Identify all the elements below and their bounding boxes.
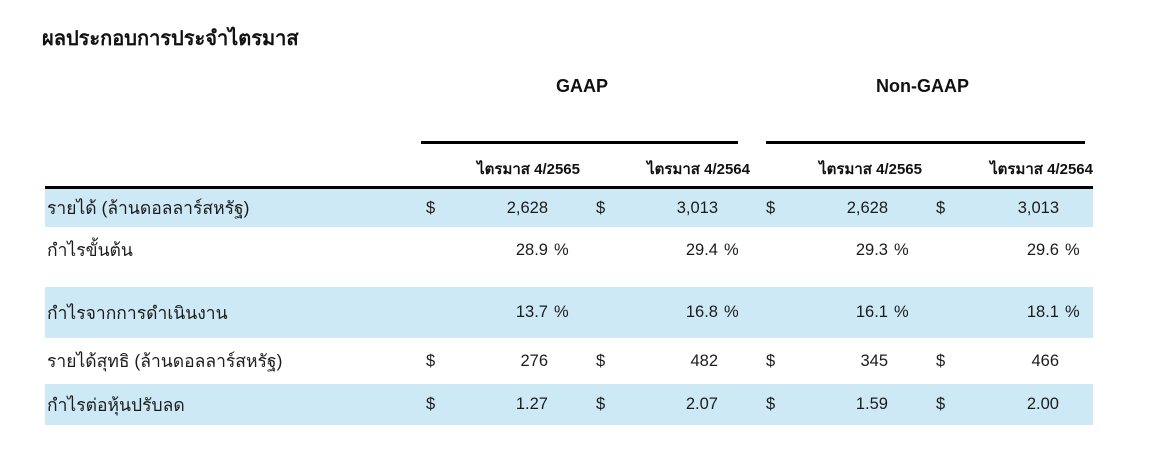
currency-symbol: $: [426, 198, 436, 217]
currency-symbol: $: [936, 395, 946, 413]
currency-symbol: $: [936, 198, 946, 217]
value-cell: 13.7%: [414, 303, 584, 322]
currency-symbol: $: [766, 395, 776, 413]
cell-value: 2,628: [506, 198, 548, 217]
unit-suffix: %: [894, 303, 909, 321]
value-cell: $2,628: [754, 199, 924, 218]
value-cell: $2.07: [584, 395, 754, 414]
cell-value: 2.00: [1026, 395, 1059, 413]
row-label: กำไรจากการดำเนินงาน: [47, 302, 228, 323]
row-label: รายได้สุทธิ (ล้านดอลลาร์สหรัฐ): [47, 351, 283, 371]
unit-suffix: %: [1065, 240, 1080, 259]
cell-value: 1.27: [515, 395, 548, 413]
unit-suffix: [888, 352, 924, 371]
cell-value: 466: [1031, 351, 1059, 370]
unit-suffix: [718, 352, 754, 371]
cell-value: 13.7: [515, 303, 548, 321]
cell-value: 345: [860, 351, 888, 370]
unit-suffix: %: [894, 240, 909, 259]
column-header-gaap-q4-2564: ไตรมาส 4/2564: [647, 161, 750, 178]
unit-suffix: [548, 199, 584, 218]
unit-suffix: %: [554, 303, 569, 321]
unit-suffix: [718, 199, 754, 218]
value-cell: 28.9%: [414, 241, 584, 260]
column-header-non-gaap-q4-2564: ไตรมาส 4/2564: [990, 161, 1093, 178]
cell-value: 3,013: [676, 198, 718, 217]
cell-value: 29.6: [1026, 240, 1059, 259]
unit-suffix: %: [724, 240, 739, 259]
unit-suffix: [1059, 395, 1095, 414]
column-group-header-non-gaap: Non-GAAP: [876, 76, 969, 96]
currency-symbol: $: [766, 351, 776, 370]
cell-value: 29.4: [685, 240, 718, 259]
unit-suffix: [1059, 352, 1095, 371]
value-cell: $482: [584, 352, 754, 371]
cell-value: 28.9: [515, 240, 548, 259]
value-cell: $466: [924, 352, 1095, 371]
gaap-group-rule: [421, 141, 738, 144]
unit-suffix: [718, 395, 754, 414]
currency-symbol: $: [766, 198, 776, 217]
value-cell: $3,013: [584, 199, 754, 218]
results-table-body: รายได้ (ล้านดอลลาร์สหรัฐ) $2,628 $3,013 $2,…: [45, 186, 1093, 425]
cell-value: 482: [690, 351, 718, 370]
cell-value: 16.1: [855, 303, 888, 321]
row-label: กำไรต่อหุ้นปรับลด: [47, 394, 185, 415]
cell-value: 18.1: [1026, 303, 1059, 321]
column-header-gaap-q4-2565: ไตรมาส 4/2565: [477, 161, 580, 178]
currency-symbol: $: [936, 351, 946, 370]
cell-value: 29.3: [855, 240, 888, 259]
value-cell: $276: [414, 352, 584, 371]
table-row: รายได้ (ล้านดอลลาร์สหรัฐ) $2,628 $3,013 $2,…: [45, 189, 1093, 227]
unit-suffix: [548, 395, 584, 414]
value-cell: 29.3%: [754, 241, 924, 260]
column-header-non-gaap-q4-2565: ไตรมาส 4/2565: [819, 161, 922, 178]
value-cell: 29.6%: [924, 241, 1095, 260]
value-cell: $3,013: [924, 199, 1095, 218]
currency-symbol: $: [426, 395, 436, 413]
value-cell: 29.4%: [584, 241, 754, 260]
value-cell: $345: [754, 352, 924, 371]
column-group-header-gaap: GAAP: [555, 76, 608, 96]
currency-symbol: $: [596, 395, 606, 413]
cell-value: 3,013: [1017, 198, 1059, 217]
value-cell: $1.59: [754, 395, 924, 414]
currency-symbol: $: [596, 351, 606, 370]
currency-symbol: $: [596, 198, 606, 217]
unit-suffix: %: [554, 240, 569, 259]
value-cell: 18.1%: [924, 303, 1095, 322]
unit-suffix: %: [724, 303, 739, 321]
value-cell: 16.8%: [584, 303, 754, 322]
cell-value: 16.8: [685, 303, 718, 321]
currency-symbol: $: [426, 351, 436, 370]
page-title: ผลประกอบการประจำไตรมาส: [42, 28, 299, 50]
value-cell: $2.00: [924, 395, 1095, 414]
cell-value: 2.07: [685, 395, 718, 413]
table-row: รายได้สุทธิ (ล้านดอลลาร์สหรัฐ) $276 $482 $3…: [45, 338, 1093, 384]
non-gaap-group-rule: [766, 141, 1085, 144]
unit-suffix: [888, 395, 924, 414]
value-cell: $2,628: [414, 199, 584, 218]
cell-value: 276: [520, 351, 548, 370]
table-row: กำไรจากการดำเนินงาน 13.7% 16.8% 16.1% 18.1%: [45, 287, 1093, 338]
row-label: รายได้ (ล้านดอลลาร์สหรัฐ): [47, 198, 250, 218]
cell-value: 2,628: [846, 198, 888, 217]
unit-suffix: [888, 199, 924, 218]
cell-value: 1.59: [855, 395, 888, 413]
unit-suffix: [548, 352, 584, 371]
table-row: กำไรต่อหุ้นปรับลด $1.27 $2.07 $1.59 $2.00: [45, 384, 1093, 425]
unit-suffix: [1059, 199, 1095, 218]
row-label: กำไรขั้นต้น: [47, 240, 133, 260]
value-cell: 16.1%: [754, 303, 924, 322]
unit-suffix: %: [1065, 303, 1080, 321]
value-cell: $1.27: [414, 395, 584, 414]
table-row: กำไรขั้นต้น 28.9% 29.4% 29.3% 29.6%: [45, 227, 1093, 273]
